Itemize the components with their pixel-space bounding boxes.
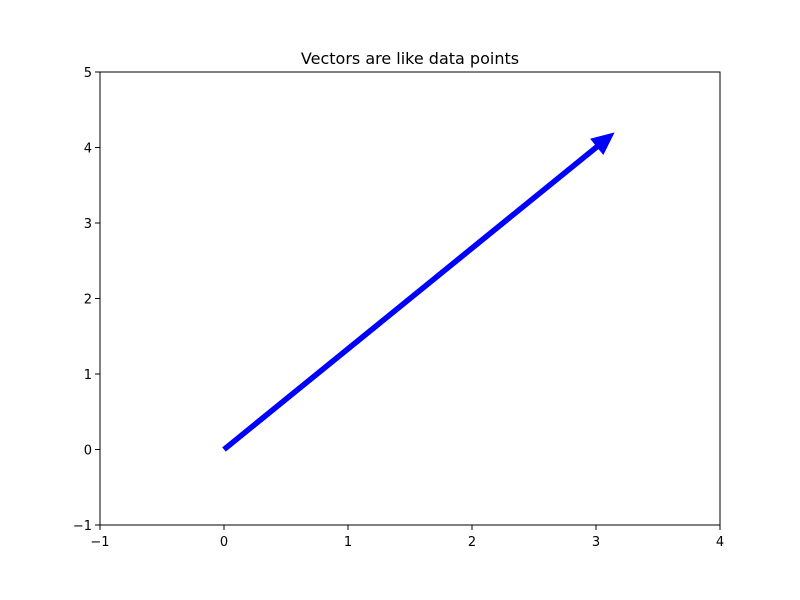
chart-title: Vectors are like data points: [301, 49, 519, 68]
y-tick-label: 1: [84, 368, 92, 383]
x-tick-label: 4: [716, 535, 724, 550]
y-tick-label: 0: [84, 444, 92, 459]
y-tick-label: 5: [84, 66, 92, 81]
axis-ticks: −1 0 1 2 3 4 −1 0 1 2 3 4 5: [73, 66, 724, 550]
y-tick-label: 4: [84, 142, 92, 157]
x-tick-label: 1: [344, 535, 352, 550]
x-tick-label: −1: [90, 535, 109, 550]
y-tick-label: 2: [84, 293, 92, 308]
y-tick-label: −1: [73, 519, 92, 534]
plot-area-frame: [99, 71, 721, 526]
x-tick-label: 0: [220, 535, 228, 550]
vector-layer: [222, 132, 615, 452]
x-tick-label: 2: [468, 535, 476, 550]
vector-arrow: [222, 132, 615, 452]
x-tick-label: 3: [592, 535, 600, 550]
y-tick-label: 3: [84, 217, 92, 232]
